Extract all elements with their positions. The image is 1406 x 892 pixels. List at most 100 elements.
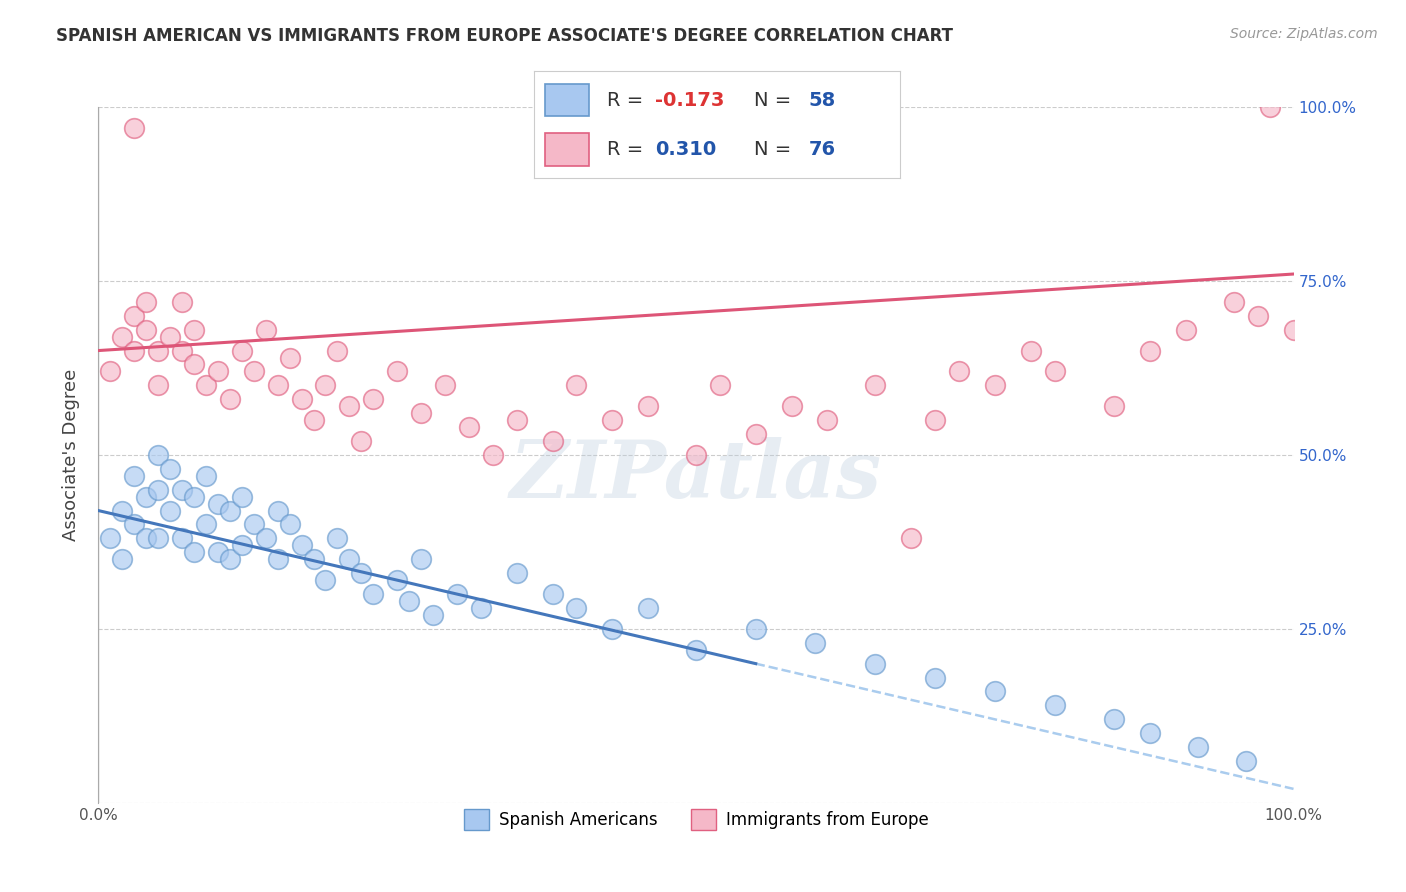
Point bbox=[565, 601, 588, 615]
Point bbox=[278, 351, 301, 365]
Point bbox=[446, 587, 468, 601]
Point bbox=[637, 399, 659, 413]
Point bbox=[302, 413, 325, 427]
Point bbox=[541, 434, 564, 448]
Point bbox=[124, 517, 146, 532]
Point bbox=[183, 323, 205, 337]
Point bbox=[470, 601, 492, 615]
Point bbox=[291, 538, 314, 552]
Point bbox=[124, 468, 146, 483]
Text: 0.310: 0.310 bbox=[655, 140, 716, 159]
Text: Source: ZipAtlas.com: Source: ZipAtlas.com bbox=[1230, 27, 1378, 41]
Point bbox=[148, 343, 170, 358]
Y-axis label: Associate's Degree: Associate's Degree bbox=[62, 368, 80, 541]
Text: N =: N = bbox=[754, 91, 797, 110]
Point bbox=[243, 517, 266, 532]
Point bbox=[135, 532, 157, 546]
Point bbox=[124, 120, 146, 135]
Point bbox=[195, 378, 218, 392]
Point bbox=[172, 343, 194, 358]
Point bbox=[602, 622, 624, 636]
Text: R =: R = bbox=[607, 91, 650, 110]
Point bbox=[207, 497, 229, 511]
Point bbox=[111, 503, 134, 517]
Point bbox=[124, 309, 146, 323]
Point bbox=[159, 462, 181, 476]
Point bbox=[385, 364, 409, 378]
Point bbox=[817, 413, 839, 427]
Point bbox=[350, 434, 373, 448]
Point bbox=[98, 364, 122, 378]
Point bbox=[243, 364, 266, 378]
Point bbox=[207, 364, 229, 378]
Point bbox=[231, 343, 253, 358]
Point bbox=[1258, 100, 1281, 114]
Point bbox=[159, 329, 181, 343]
Point bbox=[350, 566, 373, 581]
Point bbox=[685, 642, 707, 657]
Point bbox=[1223, 294, 1246, 309]
Point bbox=[219, 552, 242, 566]
Point bbox=[541, 587, 564, 601]
Point bbox=[411, 406, 433, 420]
Point bbox=[411, 552, 433, 566]
Point bbox=[183, 545, 205, 559]
Point bbox=[254, 323, 277, 337]
Point bbox=[363, 392, 385, 407]
Text: N =: N = bbox=[754, 140, 797, 159]
Point bbox=[195, 517, 218, 532]
Point bbox=[709, 378, 731, 392]
Text: ZIPatlas: ZIPatlas bbox=[510, 437, 882, 515]
Point bbox=[315, 573, 337, 587]
Point bbox=[1043, 364, 1066, 378]
Point bbox=[1187, 740, 1209, 755]
Point bbox=[1247, 309, 1270, 323]
Point bbox=[1043, 698, 1066, 713]
Point bbox=[207, 545, 229, 559]
Point bbox=[326, 532, 349, 546]
Point bbox=[602, 413, 624, 427]
Point bbox=[637, 601, 659, 615]
Point bbox=[565, 378, 588, 392]
Point bbox=[385, 573, 409, 587]
Text: SPANISH AMERICAN VS IMMIGRANTS FROM EUROPE ASSOCIATE'S DEGREE CORRELATION CHART: SPANISH AMERICAN VS IMMIGRANTS FROM EURO… bbox=[56, 27, 953, 45]
Point bbox=[948, 364, 970, 378]
Point bbox=[482, 448, 505, 462]
Point bbox=[1175, 323, 1198, 337]
Point bbox=[231, 490, 253, 504]
Point bbox=[267, 552, 290, 566]
Point bbox=[124, 343, 146, 358]
Point bbox=[219, 392, 242, 407]
Point bbox=[135, 294, 157, 309]
Point bbox=[111, 552, 134, 566]
Point bbox=[865, 657, 887, 671]
Point bbox=[1234, 754, 1257, 768]
Point bbox=[135, 490, 157, 504]
Point bbox=[804, 636, 827, 650]
Point bbox=[291, 392, 314, 407]
Point bbox=[339, 552, 361, 566]
Point bbox=[231, 538, 253, 552]
Point bbox=[159, 503, 181, 517]
Point bbox=[900, 532, 922, 546]
Point bbox=[148, 483, 170, 497]
Point bbox=[984, 378, 1007, 392]
Point bbox=[148, 532, 170, 546]
Point bbox=[135, 323, 157, 337]
Point bbox=[745, 622, 768, 636]
Point bbox=[458, 420, 481, 434]
Point bbox=[398, 594, 420, 608]
Point bbox=[1282, 323, 1305, 337]
Point bbox=[254, 532, 277, 546]
Point bbox=[1104, 712, 1126, 726]
Point bbox=[315, 378, 337, 392]
Point bbox=[363, 587, 385, 601]
Point bbox=[924, 671, 946, 685]
Point bbox=[1139, 726, 1161, 740]
Point bbox=[172, 294, 194, 309]
Point bbox=[865, 378, 887, 392]
Point bbox=[98, 532, 122, 546]
Point bbox=[1104, 399, 1126, 413]
Point bbox=[111, 329, 134, 343]
Point bbox=[172, 483, 194, 497]
